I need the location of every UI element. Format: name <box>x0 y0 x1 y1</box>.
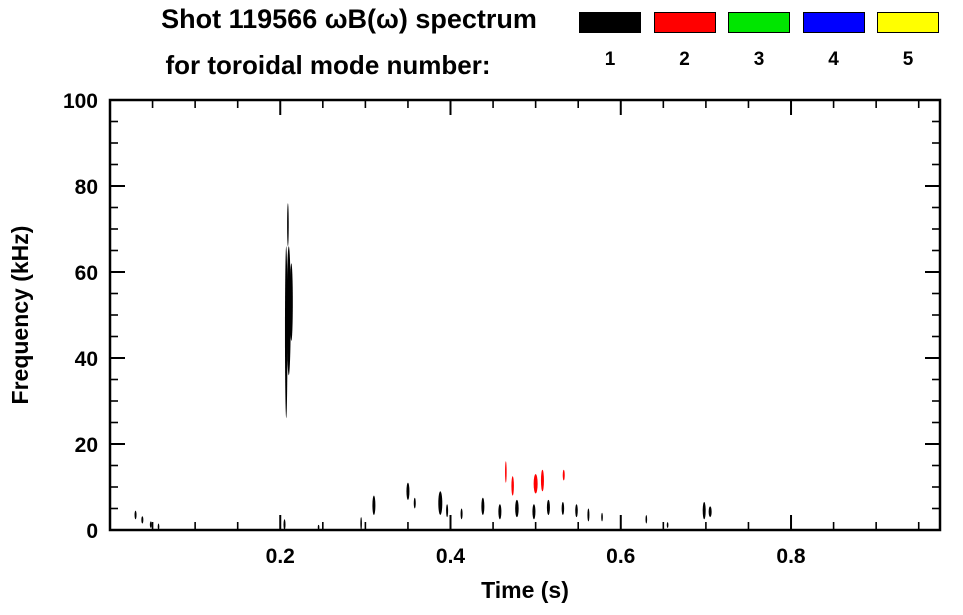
legend-swatch-mode-3 <box>728 12 790 33</box>
mode-legend: 1 2 3 4 5 <box>576 12 942 71</box>
axis-tick-labels: 0.2 0.4 0.6 0.8 0 20 40 60 80 100 <box>63 90 806 568</box>
tick-label: 40 <box>75 348 98 371</box>
data-mark-toroidal-mode-1 <box>157 523 160 531</box>
data-mark-toroidal-mode-1 <box>575 504 578 518</box>
y-axis-label: Frequency (kHz) <box>7 226 33 405</box>
data-mark-toroidal-mode-1 <box>460 508 463 520</box>
data-mark-toroidal-mode-2 <box>540 469 544 492</box>
data-mark-toroidal-mode-2 <box>533 474 538 494</box>
tick-label: 0.6 <box>606 545 635 568</box>
data-mark-toroidal-mode-1 <box>515 499 519 518</box>
tick-label: 20 <box>75 434 98 457</box>
data-mark-toroidal-mode-1 <box>601 512 603 522</box>
data-mark-toroidal-mode-1 <box>587 508 590 522</box>
data-marks <box>134 203 712 531</box>
legend-swatch-mode-2 <box>653 12 716 33</box>
legend-number: 2 <box>679 49 690 70</box>
legend-item-mode-4: 4 <box>800 12 868 71</box>
data-mark-toroidal-mode-1 <box>134 510 137 520</box>
tick-label: 0.4 <box>436 545 466 568</box>
data-mark-toroidal-mode-1 <box>561 502 565 515</box>
chart-title: Shot 119566 ωB(ω) spectrum <box>161 4 537 34</box>
legend-number: 1 <box>604 49 616 70</box>
data-mark-toroidal-mode-1 <box>666 522 669 528</box>
data-mark-toroidal-mode-1 <box>284 246 288 419</box>
data-mark-toroidal-mode-1 <box>141 516 144 524</box>
data-mark-toroidal-mode-1 <box>360 517 362 530</box>
legend-item-mode-5: 5 <box>874 12 942 71</box>
data-mark-toroidal-mode-1 <box>645 514 648 524</box>
axis-ticks <box>110 99 940 531</box>
plot-frame <box>108 98 942 532</box>
legend-number: 3 <box>753 49 765 70</box>
data-mark-toroidal-mode-1 <box>286 246 291 376</box>
legend-swatch-mode-4 <box>802 12 865 33</box>
legend-item-mode-3: 3 <box>725 12 793 71</box>
data-mark-toroidal-mode-1 <box>532 504 536 520</box>
tick-label: 0.8 <box>776 545 806 568</box>
legend-swatch-mode-1 <box>579 12 641 33</box>
data-mark-toroidal-mode-1 <box>289 263 293 341</box>
legend-swatch-mode-5 <box>877 12 939 33</box>
data-mark-toroidal-mode-1 <box>283 519 286 530</box>
data-mark-toroidal-mode-1 <box>287 203 289 247</box>
data-mark-toroidal-mode-1 <box>149 521 152 528</box>
data-mark-toroidal-mode-2 <box>511 476 514 496</box>
tick-label: 0.2 <box>266 545 295 568</box>
data-mark-toroidal-mode-2 <box>505 461 507 483</box>
data-mark-toroidal-mode-2 <box>562 469 565 481</box>
legend-item-mode-2: 2 <box>651 12 719 71</box>
legend-item-mode-1: 1 <box>576 12 644 71</box>
data-mark-toroidal-mode-1 <box>438 491 443 515</box>
data-mark-toroidal-mode-1 <box>708 506 712 518</box>
data-mark-toroidal-mode-1 <box>546 499 550 515</box>
data-mark-toroidal-mode-1 <box>702 502 706 520</box>
data-mark-toroidal-mode-1 <box>481 497 485 515</box>
tick-label: 100 <box>63 90 98 113</box>
data-mark-toroidal-mode-1 <box>446 504 449 518</box>
data-mark-toroidal-mode-1 <box>498 504 502 520</box>
data-mark-toroidal-mode-1 <box>372 495 376 515</box>
x-axis-label: Time (s) <box>481 577 569 603</box>
legend-number: 5 <box>902 49 914 70</box>
data-mark-toroidal-mode-1 <box>413 497 416 509</box>
tick-label: 60 <box>75 262 98 285</box>
data-mark-toroidal-mode-1 <box>317 524 320 530</box>
chart-subtitle: for toroidal mode number: <box>165 50 491 80</box>
tick-label: 80 <box>75 176 98 199</box>
data-mark-toroidal-mode-1 <box>406 482 410 500</box>
tick-label: 0 <box>86 520 98 543</box>
legend-number: 4 <box>828 49 839 70</box>
